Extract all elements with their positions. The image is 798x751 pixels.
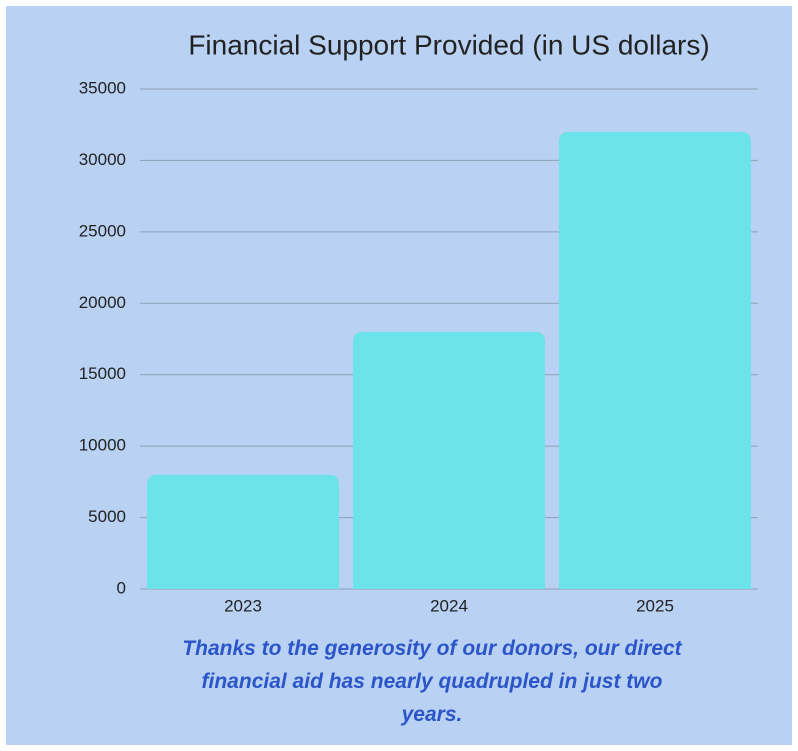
y-tick-label: 5000 xyxy=(88,507,126,526)
y-tick-label: 0 xyxy=(117,578,126,597)
y-tick-label: 25000 xyxy=(79,221,126,240)
bar xyxy=(353,331,545,589)
x-tick-label: 2025 xyxy=(636,596,674,615)
chart-title: Financial Support Provided (in US dollar… xyxy=(188,29,709,60)
y-tick-label: 20000 xyxy=(79,293,126,312)
bar xyxy=(147,474,339,589)
y-tick-label: 30000 xyxy=(79,150,126,169)
bar xyxy=(559,131,751,589)
x-tick-label: 2023 xyxy=(224,596,262,615)
y-tick-label: 10000 xyxy=(79,436,126,455)
y-tick-label: 35000 xyxy=(79,78,126,97)
caption: Thanks to the generosity of our donors, … xyxy=(182,637,682,726)
y-tick-label: 15000 xyxy=(79,364,126,383)
x-tick-label: 2024 xyxy=(430,596,468,615)
